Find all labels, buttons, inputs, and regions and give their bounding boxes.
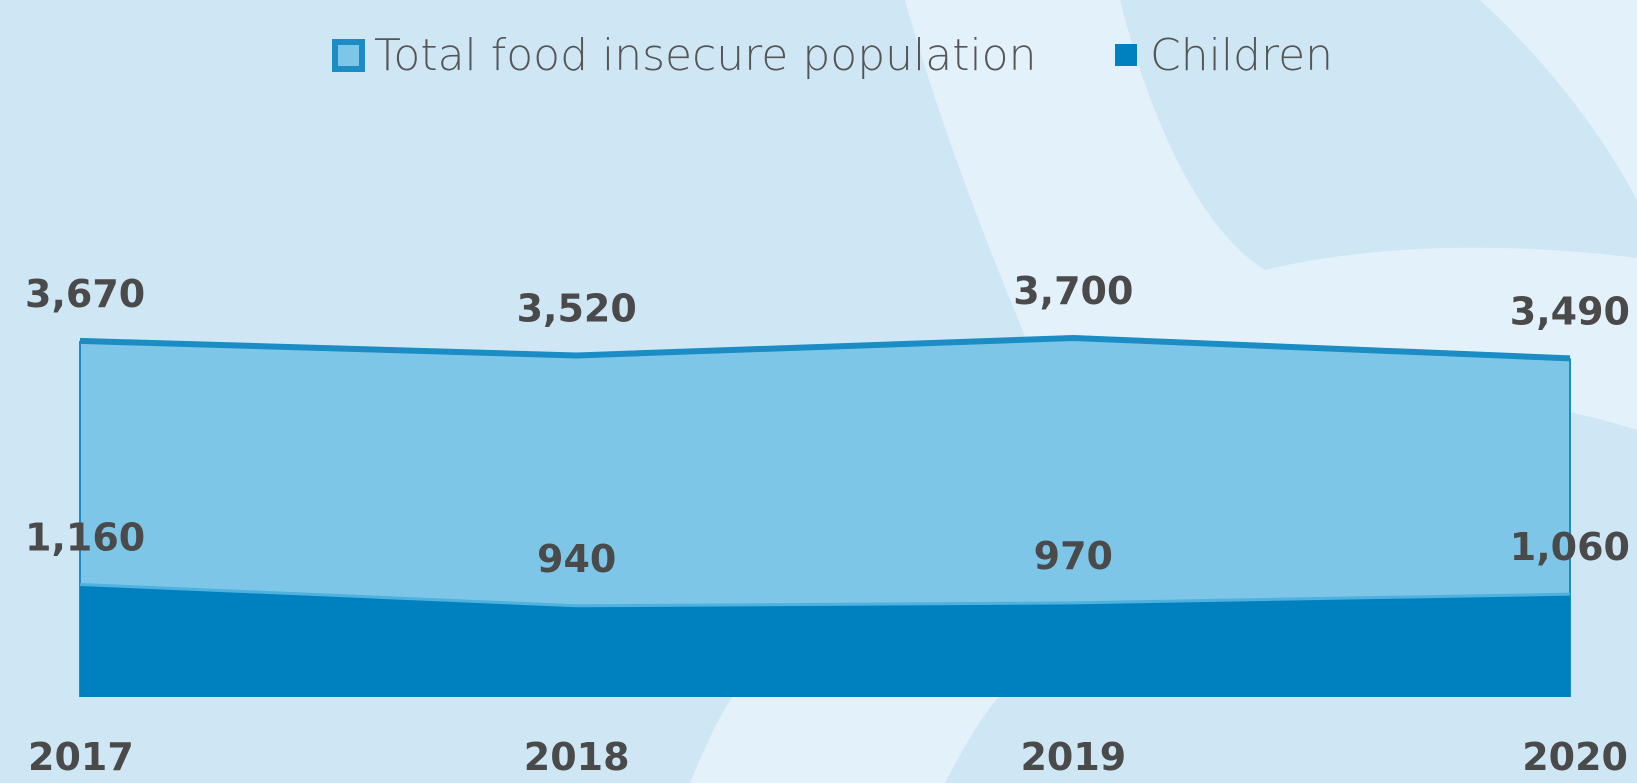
background-swoosh-right (1480, 0, 1637, 200)
data-label-children-2017: 1,160 (25, 515, 145, 559)
x-tick-label-2017: 2017 (28, 735, 134, 779)
x-axis: 2017 2018 2019 2020 (28, 735, 1628, 779)
data-labels: 3,670 3,520 3,700 3,490 1,160 940 970 1,060 (25, 269, 1630, 581)
legend-swatch-total (332, 39, 365, 72)
legend-label-total: Total food insecure population (374, 30, 1037, 81)
background-swoosh-bottom (690, 695, 1000, 783)
plot-area (79, 335, 1571, 697)
legend-item-total: Total food insecure population (332, 30, 1037, 81)
line-total (79, 335, 1571, 362)
background-decoration (690, 0, 1637, 783)
area-children (80, 584, 1570, 697)
legend-swatch-children (1115, 44, 1137, 66)
data-label-total-2018: 3,520 (517, 286, 637, 330)
data-label-total-2019: 3,700 (1013, 269, 1133, 313)
legend-item-children: Children (1115, 30, 1333, 81)
data-label-children-2019: 970 (1034, 534, 1113, 578)
data-label-total-2017: 3,670 (25, 272, 145, 316)
x-tick-label-2020: 2020 (1522, 735, 1628, 779)
legend: Total food insecure population Children (332, 30, 1333, 81)
line-children (79, 582, 1571, 608)
data-label-children-2020: 1,060 (1510, 525, 1630, 569)
legend-label-children: Children (1150, 30, 1333, 81)
data-label-total-2020: 3,490 (1510, 289, 1630, 333)
x-tick-label-2018: 2018 (524, 735, 630, 779)
background-swoosh-left (905, 0, 1637, 430)
data-label-children-2018: 940 (537, 537, 616, 581)
x-tick-label-2019: 2019 (1020, 735, 1126, 779)
